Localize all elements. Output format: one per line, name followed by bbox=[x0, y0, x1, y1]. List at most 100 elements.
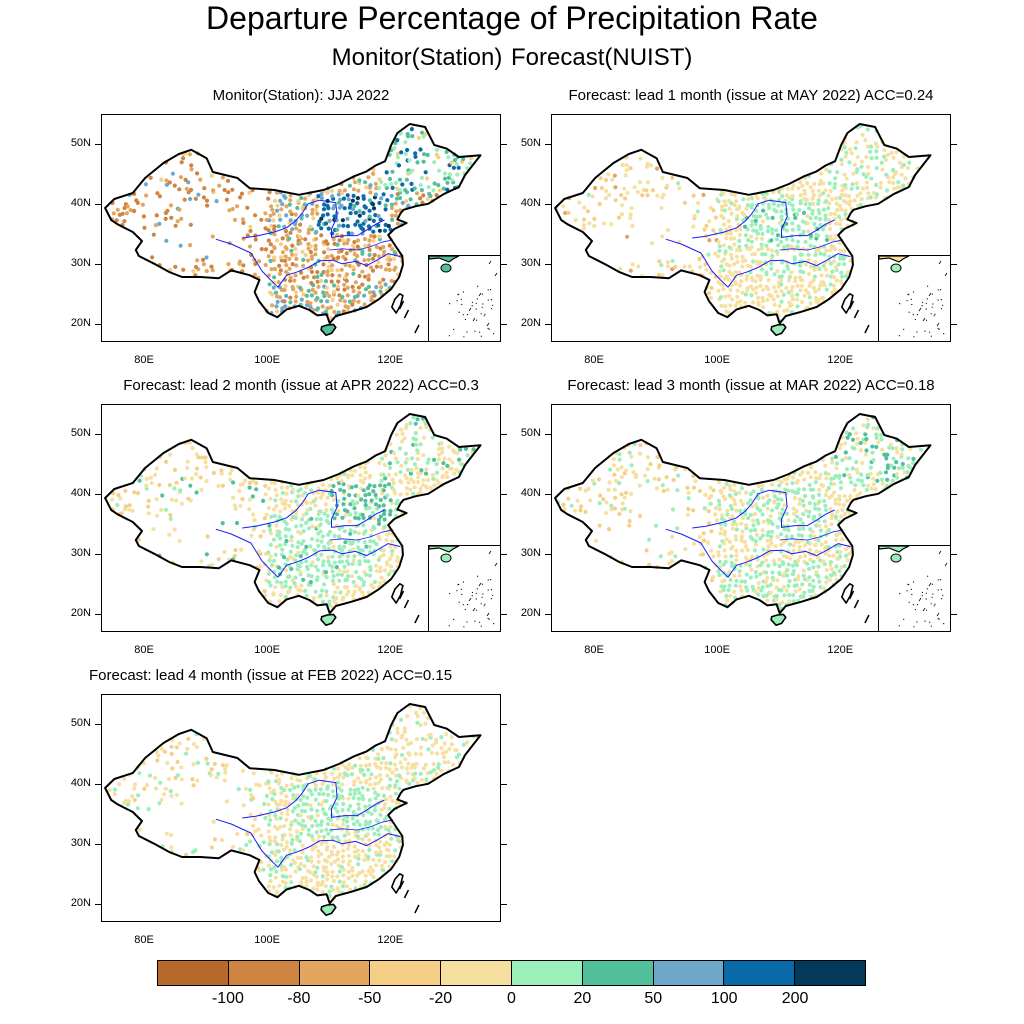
station-dot bbox=[686, 506, 691, 512]
station-dot bbox=[355, 787, 361, 792]
station-dot bbox=[241, 220, 246, 225]
station-dot bbox=[811, 559, 816, 564]
station-dot bbox=[293, 273, 298, 278]
station-dot bbox=[855, 436, 860, 441]
station-dot bbox=[805, 247, 810, 252]
station-dot bbox=[344, 884, 349, 889]
station-dot bbox=[309, 536, 314, 542]
station-dot bbox=[352, 529, 357, 535]
station-dot bbox=[382, 508, 387, 513]
station-dot bbox=[397, 446, 402, 451]
lat-tick bbox=[95, 324, 101, 325]
station-dot bbox=[272, 275, 277, 280]
station-dot bbox=[874, 435, 879, 440]
station-dot bbox=[341, 595, 346, 600]
station-dot bbox=[827, 181, 832, 186]
station-dot bbox=[748, 264, 753, 269]
lat-tick bbox=[95, 724, 101, 725]
station-dot bbox=[367, 243, 372, 248]
station-dot bbox=[272, 481, 277, 486]
station-dot bbox=[354, 484, 359, 489]
station-dot bbox=[346, 237, 351, 243]
station-dot bbox=[224, 763, 229, 768]
station-dot bbox=[817, 182, 822, 187]
station-dot bbox=[239, 191, 245, 196]
panel-lead3: Forecast: lead 3 month (issue at MAR 202… bbox=[521, 377, 957, 659]
station-dot bbox=[395, 726, 400, 731]
station-dot bbox=[743, 233, 749, 238]
station-dot bbox=[724, 598, 729, 603]
station-dot bbox=[211, 819, 216, 824]
station-dot bbox=[347, 842, 352, 847]
station-dot bbox=[749, 504, 755, 509]
station-dot bbox=[395, 498, 400, 504]
station-dot bbox=[360, 793, 365, 799]
station-dot bbox=[378, 812, 383, 818]
station-dot bbox=[807, 575, 812, 580]
station-dot bbox=[425, 152, 430, 158]
station-dot bbox=[839, 157, 844, 162]
station-dot bbox=[338, 590, 343, 595]
station-dot bbox=[304, 879, 309, 884]
station-dot bbox=[241, 848, 246, 853]
station-dot bbox=[729, 191, 734, 197]
station-dot bbox=[367, 505, 372, 510]
station-dot bbox=[704, 223, 709, 228]
station-dot bbox=[238, 503, 243, 508]
station-dot bbox=[233, 548, 238, 553]
station-dot bbox=[248, 812, 253, 817]
station-dot bbox=[273, 498, 278, 503]
station-dot bbox=[784, 285, 789, 291]
station-dot bbox=[303, 824, 308, 829]
station-dot bbox=[734, 553, 739, 558]
station-dot bbox=[814, 549, 819, 554]
station-dot bbox=[806, 271, 812, 277]
station-dot bbox=[791, 568, 796, 574]
station-dot bbox=[332, 859, 338, 864]
station-dot bbox=[764, 243, 769, 248]
station-dot bbox=[806, 291, 811, 296]
station-dot bbox=[312, 275, 317, 280]
station-dot bbox=[254, 487, 259, 492]
station-dot bbox=[326, 854, 331, 859]
station-dot bbox=[561, 502, 566, 507]
station-dot bbox=[879, 477, 885, 482]
station-dot bbox=[324, 589, 329, 594]
station-dot bbox=[305, 274, 310, 279]
station-dot bbox=[112, 787, 117, 792]
station-dot bbox=[373, 775, 378, 780]
station-dot bbox=[851, 426, 856, 431]
station-dot bbox=[385, 773, 390, 778]
station-dot bbox=[356, 806, 361, 811]
station-dot bbox=[251, 796, 256, 801]
station-dot bbox=[327, 529, 332, 534]
station-dot bbox=[193, 848, 198, 853]
station-dot bbox=[730, 514, 735, 519]
station-dot bbox=[353, 515, 358, 520]
station-dot bbox=[351, 558, 356, 563]
station-dot bbox=[416, 475, 421, 480]
station-dot bbox=[323, 812, 328, 817]
station-dot bbox=[758, 223, 763, 229]
station-dot bbox=[403, 151, 408, 156]
station-dot bbox=[393, 545, 398, 550]
station-dot bbox=[310, 207, 315, 213]
station-dot bbox=[352, 554, 357, 559]
station-dot bbox=[365, 756, 370, 761]
station-dot bbox=[355, 254, 360, 259]
station-dot bbox=[434, 737, 439, 742]
station-dot bbox=[348, 787, 353, 792]
station-dot bbox=[341, 238, 346, 243]
station-dot bbox=[403, 140, 408, 145]
station-dot bbox=[871, 458, 876, 463]
station-dot bbox=[253, 237, 258, 242]
station-dot bbox=[874, 149, 879, 154]
station-dot bbox=[875, 426, 880, 431]
station-dot bbox=[144, 783, 149, 788]
station-dot bbox=[352, 779, 357, 784]
station-dot bbox=[330, 273, 335, 278]
panel-title: Forecast: lead 2 month (issue at APR 202… bbox=[123, 377, 479, 394]
station-dot bbox=[361, 480, 366, 485]
station-dot bbox=[404, 737, 409, 742]
station-dot bbox=[232, 503, 237, 508]
